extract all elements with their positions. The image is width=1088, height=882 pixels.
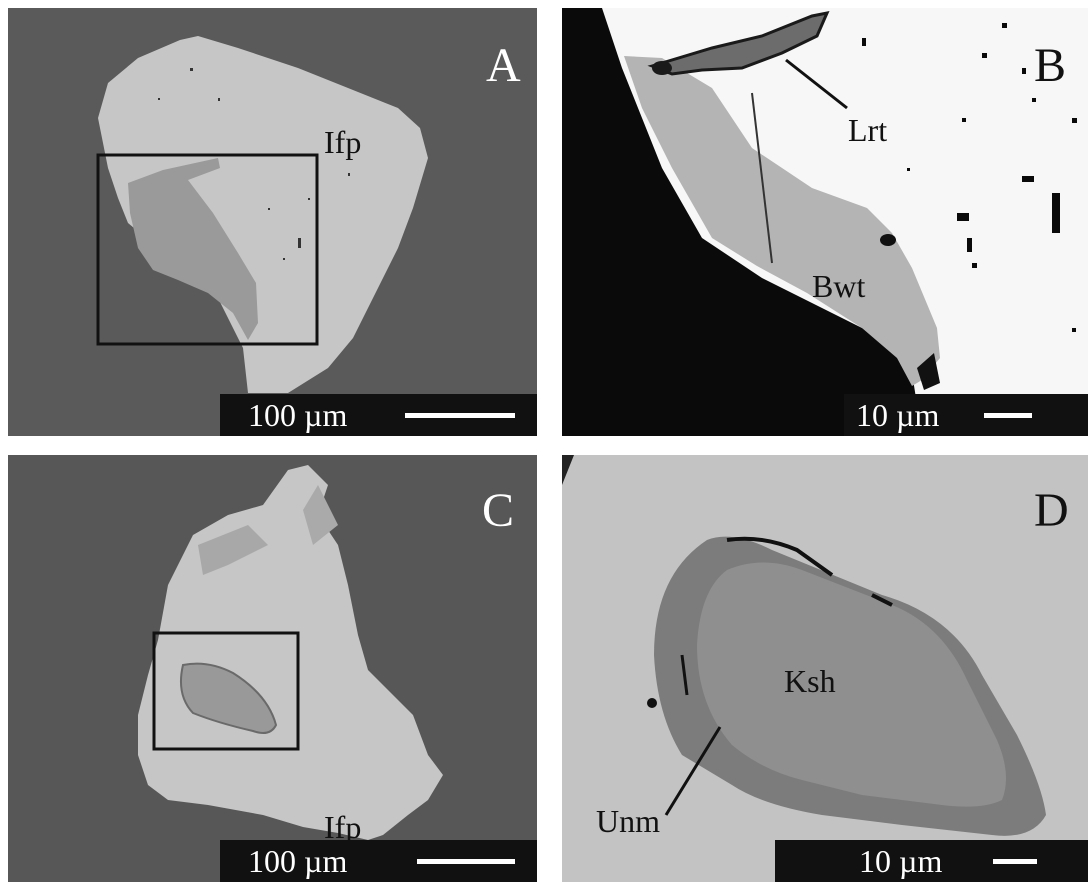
mineral-label-bwt: Bwt <box>812 268 866 304</box>
grain-c <box>138 465 443 840</box>
scale-line-a <box>405 413 515 418</box>
panel-a: A Ifp 100 µm <box>8 8 537 436</box>
mineral-label-ifp-a: Ifp <box>324 124 362 160</box>
laurite-grain-b <box>647 10 830 76</box>
bowieite-grain-a <box>128 158 258 340</box>
mineral-label-lrt: Lrt <box>848 112 888 148</box>
kashinite-grain-d <box>697 562 1006 807</box>
leader-unm <box>664 726 722 816</box>
scale-line-c <box>417 859 515 864</box>
zoom-box-a <box>96 153 319 346</box>
leader-lrt <box>785 58 848 110</box>
mineral-label-ifp-c: Ifp <box>324 809 362 845</box>
scale-text-b: 10 µm <box>856 397 940 433</box>
mineral-label-ksh: Ksh <box>784 663 836 699</box>
epoxy-black-b <box>562 8 922 436</box>
scale-bar-a: 100 µm <box>220 394 537 436</box>
panel-c-image <box>138 465 443 840</box>
panel-letter-d: D <box>1034 484 1069 537</box>
panel-b-image <box>562 8 1077 436</box>
bowieite-grain-b <box>624 56 940 386</box>
zoom-box-c <box>152 631 300 751</box>
mineral-label-unm: Unm <box>596 803 660 839</box>
panel-d-image <box>562 455 1046 836</box>
panel-b: B Lrt Bwt 10 µm <box>562 8 1088 436</box>
panel-letter-c: C <box>482 484 515 537</box>
panel-c: C Ifp 100 µm <box>8 455 537 882</box>
panel-letter-b: B <box>1034 39 1067 92</box>
scale-text-c: 100 µm <box>248 843 348 879</box>
scale-line-d <box>993 859 1037 864</box>
scale-bar-d: 10 µm <box>775 840 1088 882</box>
panel-a-image <box>96 36 428 393</box>
grain-a <box>98 36 428 393</box>
scale-line-b <box>984 413 1032 418</box>
scale-text-a: 100 µm <box>248 397 348 433</box>
scale-bar-c: 100 µm <box>220 840 537 882</box>
kashinite-grain-c <box>180 662 278 734</box>
scale-text-d: 10 µm <box>859 843 943 879</box>
panel-d: D Ksh Unm 10 µm <box>562 455 1088 882</box>
scale-bar-b: 10 µm <box>844 394 1088 436</box>
panel-letter-a: A <box>486 39 521 92</box>
